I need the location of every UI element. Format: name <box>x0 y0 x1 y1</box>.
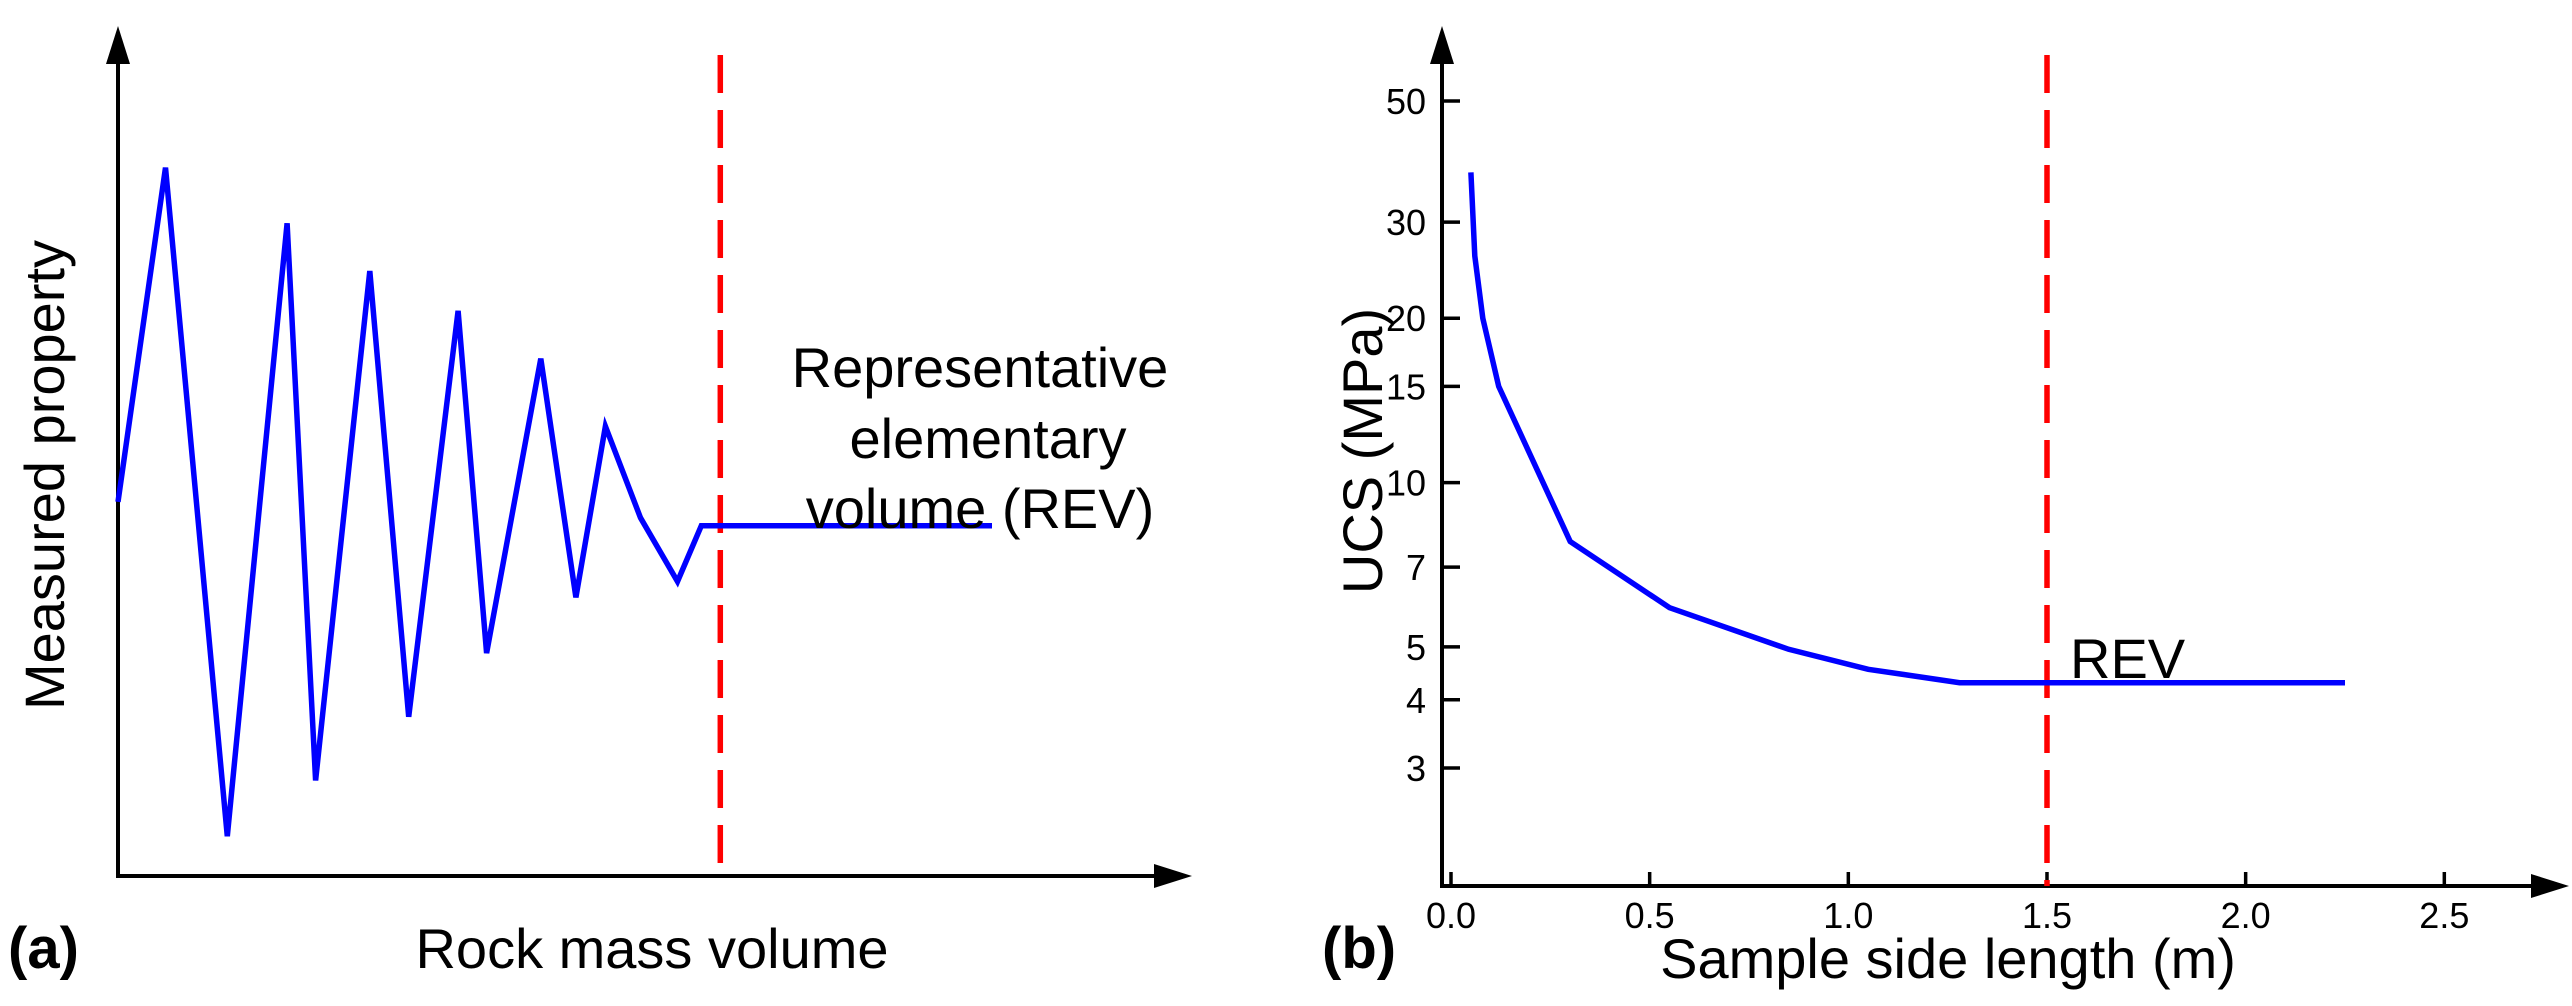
panel-b-y-tick-label: 20 <box>1386 298 1426 339</box>
panel-a-y-axis-label: Measured property <box>13 240 76 710</box>
panel-a-y-axis-arrow <box>106 26 130 64</box>
panel-a-rev-annotation-line-1: Representative <box>792 336 1169 399</box>
panel-b-x-tick-label: 2.0 <box>2221 895 2271 936</box>
panel-b-y-axis-label: UCS (MPa) <box>1331 308 1394 594</box>
panel-a-x-axis-label: Rock mass volume <box>415 917 888 980</box>
panel-b-y-tick-label: 50 <box>1386 81 1426 122</box>
panel-b-x-tick-label: 0.0 <box>1426 895 1476 936</box>
panel-b-x-tick-label: 1.0 <box>1823 895 1873 936</box>
panel-a-rev-annotation-line-2: elementary <box>849 407 1126 470</box>
panel-a-rev-annotation-line-3: volume (REV) <box>806 477 1155 540</box>
panel-b-y-ticks: 3 4 5 7 10 15 20 30 50 <box>1386 81 1460 789</box>
panel-b-y-tick-label: 3 <box>1406 748 1426 789</box>
panel-b-y-axis-arrow <box>1430 26 1454 64</box>
panel-a-x-axis-arrow <box>1154 864 1192 888</box>
panel-b-y-tick-label: 5 <box>1406 627 1426 668</box>
panel-b-rev-annotation: REV <box>2070 627 2186 690</box>
panel-b-y-tick-label: 30 <box>1386 202 1426 243</box>
panel-b-y-tick-label: 4 <box>1406 680 1426 721</box>
panel-b-label: (b) <box>1322 916 1396 981</box>
panel-b-x-tick-label: 1.5 <box>2022 895 2072 936</box>
panel-a-data-points <box>117 167 993 837</box>
panel-b-x-axis-label: Sample side length (m) <box>1660 927 2236 990</box>
panel-b-y-tick-label: 10 <box>1386 463 1426 504</box>
panel-a-label: (a) <box>8 916 79 981</box>
panel-b-y-tick-label: 7 <box>1406 547 1426 588</box>
panel-b-x-ticks: 0.0 0.5 1.0 1.5 2.0 2.5 <box>1426 872 2469 936</box>
panel-b-y-tick-label: 15 <box>1386 366 1426 407</box>
panel-b-x-tick-label: 0.5 <box>1625 895 1675 936</box>
panel-b-series-line <box>1468 172 2345 686</box>
panel-b-x-tick-label: 2.5 <box>2419 895 2469 936</box>
panel-b-x-axis-arrow <box>2531 874 2569 898</box>
panel-a-chart: Representative elementary volume (REV) M… <box>8 26 1192 981</box>
panel-b-chart: 0.0 0.5 1.0 1.5 2.0 2.5 3 4 5 7 10 15 20 30 50 REV UC… <box>1322 26 2569 990</box>
panel-b-data-points <box>1470 172 2346 683</box>
